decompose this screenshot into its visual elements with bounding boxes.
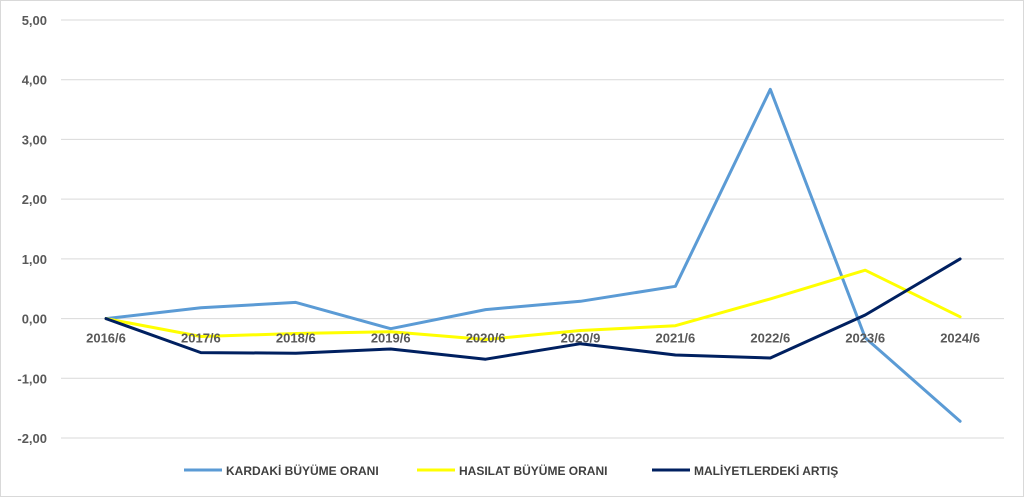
y-tick-label: -2,00	[17, 431, 47, 446]
y-tick-label: 3,00	[22, 132, 47, 147]
x-tick-label: 2021/6	[656, 331, 696, 346]
x-tick-label: 2016/6	[86, 331, 126, 346]
y-tick-label: 2,00	[22, 192, 47, 207]
series-line-3	[104, 257, 962, 361]
y-tick-label: 0,00	[22, 312, 47, 327]
x-tick-label: 2024/6	[940, 331, 980, 346]
y-tick-label: 1,00	[22, 252, 47, 267]
y-tick-label: -1,00	[17, 371, 47, 386]
legend-label: KARDAKİ BÜYÜME ORANI	[226, 463, 379, 478]
legend-label: MALİYETLERDEKİ ARTIŞ	[694, 463, 838, 478]
x-tick-label: 2022/6	[750, 331, 790, 346]
y-tick-label: 4,00	[22, 73, 47, 88]
y-axis-ticks: 5,00 4,00 3,00 2,00 1,00 0,00 -1,00 -2,00	[17, 13, 47, 446]
x-tick-label: 2020/9	[561, 331, 601, 346]
x-tick-label: 2019/6	[371, 331, 411, 346]
gridlines	[61, 19, 1004, 439]
x-tick-label: 2018/6	[276, 331, 316, 346]
legend-label: HASILAT BÜYÜME ORANI	[459, 463, 607, 478]
x-tick-label: 2020/6	[466, 331, 506, 346]
x-tick-label: 2017/6	[181, 331, 221, 346]
legend: KARDAKİ BÜYÜME ORANI HASILAT BÜYÜME ORANI…	[184, 463, 838, 478]
y-tick-label: 5,00	[22, 13, 47, 28]
series-line-1	[104, 87, 962, 423]
series-line-2	[104, 268, 962, 341]
series-lines	[104, 87, 962, 423]
x-axis-ticks: 2016/6 2017/6 2018/6 2019/6 2020/6 2020/9 2021…	[86, 331, 980, 346]
x-tick-label: 2023/6	[845, 331, 885, 346]
